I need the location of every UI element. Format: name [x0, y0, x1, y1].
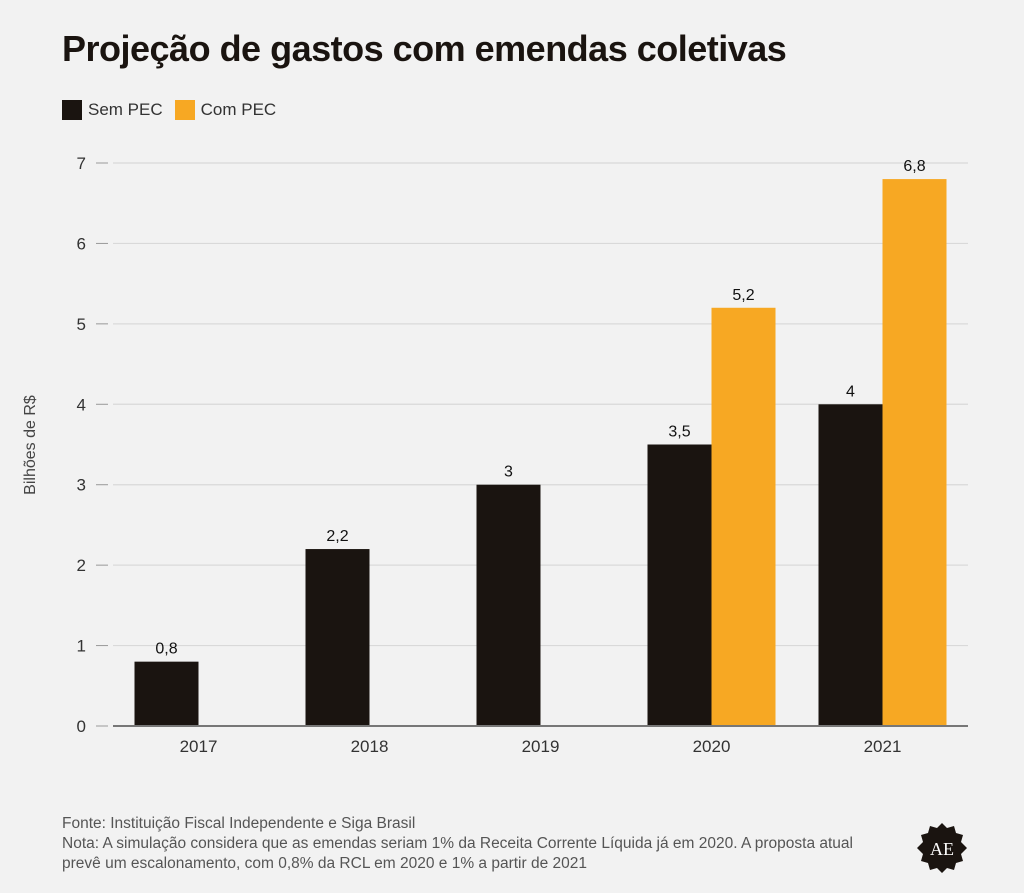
y-tick-label: 6 — [77, 234, 86, 253]
legend: Sem PEC Com PEC — [62, 100, 276, 120]
y-tick-label: 2 — [77, 556, 86, 575]
data-label: 3 — [504, 464, 513, 481]
data-label: 3,5 — [668, 424, 690, 441]
data-label: 5,2 — [732, 287, 754, 304]
data-label: 2,2 — [326, 528, 348, 545]
bar-com-pec — [711, 307, 776, 726]
bar-sem-pec — [647, 444, 712, 726]
chart-title: Projeção de gastos com emendas coletivas — [62, 28, 787, 69]
legend-label-sem-pec: Sem PEC — [88, 100, 163, 119]
bar-sem-pec — [305, 549, 370, 726]
bar-sem-pec — [476, 484, 541, 726]
source-text: Fonte: Instituição Fiscal Independente e… — [62, 815, 416, 832]
data-label: 0,8 — [155, 641, 177, 658]
y-tick-label: 7 — [77, 154, 86, 173]
bar-chart: 0 1 2 3 4 5 6 7 Bilhões de R$ 2017 0,8 2018 2,2 2019 3… — [22, 154, 968, 756]
y-tick-label: 3 — [77, 476, 86, 495]
y-axis-label: Bilhões de R$ — [22, 395, 39, 495]
x-tick-label: 2021 — [864, 737, 902, 756]
y-tick-label: 0 — [77, 717, 86, 736]
legend-label-com-pec: Com PEC — [200, 100, 277, 119]
note-text: Nota: A simulação considera que as emend… — [62, 835, 853, 872]
logo-text: AE — [930, 839, 954, 859]
y-tick-label: 4 — [77, 395, 86, 414]
footer: Fonte: Instituição Fiscal Independente e… — [62, 814, 862, 874]
y-tick-label: 5 — [77, 315, 86, 334]
legend-swatch-com-pec — [174, 100, 195, 120]
data-label: 4 — [846, 383, 855, 400]
data-label: 6,8 — [903, 158, 925, 175]
bar-sem-pec — [818, 404, 883, 726]
bar-sem-pec — [134, 661, 199, 726]
y-tick-label: 1 — [77, 637, 86, 656]
bar-com-pec — [882, 179, 947, 727]
legend-item-sem-pec: Sem PEC — [62, 100, 163, 120]
x-tick-label: 2017 — [180, 737, 218, 756]
ae-seal-icon: AE — [916, 822, 968, 874]
x-tick-label: 2020 — [693, 737, 731, 756]
x-tick-label: 2019 — [522, 737, 560, 756]
x-tick-label: 2018 — [351, 737, 389, 756]
legend-swatch-sem-pec — [62, 100, 82, 120]
legend-item-com-pec: Com PEC — [174, 100, 277, 120]
